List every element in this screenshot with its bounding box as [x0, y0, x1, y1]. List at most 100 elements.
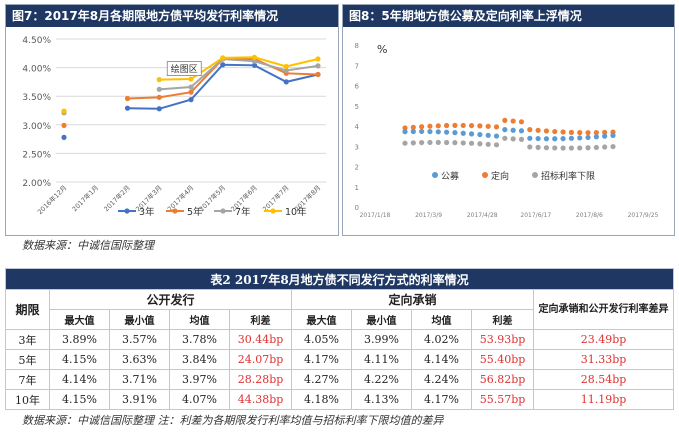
legend-marker [532, 172, 538, 178]
table-row: 3年 3.89% 3.57% 3.78% 30.44bp 4.05% 3.99% 4.02% 5… [5, 329, 675, 350]
value-cell: 44.38bp [229, 389, 292, 410]
scatter-point-directed [477, 123, 483, 129]
scatter-point-public [485, 132, 491, 138]
scatter-point-directed [510, 118, 516, 124]
scatter-point-directed [568, 129, 574, 135]
scatter-point-public [610, 132, 616, 139]
subheader-cell: 均值 [169, 309, 230, 330]
scatter-point-public [560, 136, 566, 142]
scatter-point-directed [577, 130, 583, 136]
scatter-point-floor [577, 145, 583, 151]
x-tick-label: 2017年1月 [70, 183, 100, 213]
value-cell: 4.05% [291, 329, 352, 350]
value-cell: 4.22% [351, 369, 412, 390]
scatter-point-directed [502, 117, 508, 123]
scatter-point-directed [593, 130, 599, 136]
value-cell: 4.14% [49, 369, 110, 390]
data-point [61, 122, 67, 128]
scatter-point-public [410, 128, 416, 135]
right-chart-panel: 图8：5年期地方债公募及定向利率上浮情况 0 1 2 3 4 5 6 7 8% 2017/1/18… [342, 4, 675, 236]
legend-label: 3年 [139, 206, 155, 218]
series-line [127, 63, 319, 110]
scatter-point-floor [535, 144, 541, 150]
chart-tooltip-label: 绘图区 [171, 63, 198, 75]
scatter-point-floor [435, 139, 441, 146]
data-point [251, 54, 258, 60]
legend-label: 定向 [491, 170, 509, 182]
scatter-point-directed [452, 122, 458, 129]
scatter-point-public [527, 135, 533, 141]
scatter-point-public [402, 129, 408, 135]
value-cell: 3.78% [169, 329, 230, 350]
y-tick-label: 4 [355, 123, 360, 131]
value-cell: 4.14% [411, 349, 472, 370]
y-tick-label: 2.50% [22, 150, 51, 160]
value-cell: 4.17% [411, 389, 472, 410]
legend-label: 10年 [285, 206, 307, 218]
scatter-point-floor [419, 139, 425, 146]
legend-marker [124, 208, 130, 214]
chart-tooltip-box [166, 61, 202, 76]
value-cell: 31.33bp [532, 349, 675, 370]
value-cell: 3.84% [169, 349, 230, 370]
scatter-point-directed [444, 122, 450, 129]
scatter-point-public [518, 128, 525, 134]
y-tick-label: 3 [355, 143, 359, 151]
legend-label: 7年 [235, 206, 251, 218]
scatter-point-floor [543, 145, 550, 151]
scatter-point-floor [552, 145, 558, 151]
data-point [251, 58, 258, 64]
scatter-point-public [502, 127, 508, 133]
data-point [251, 62, 258, 68]
data-point [188, 89, 194, 95]
value-cell: 4.27% [291, 369, 352, 390]
value-cell: 3.91% [109, 389, 170, 410]
value-cell: 11.19bp [532, 389, 675, 410]
value-cell: 30.44bp [229, 329, 292, 350]
subheader-cell: 最小值 [351, 309, 412, 330]
scatter-point-directed [518, 119, 525, 125]
value-cell: 53.93bp [471, 329, 534, 350]
scatter-point-public [568, 135, 574, 141]
scatter-point-directed [560, 129, 566, 135]
left-chart-panel: 图7：2017年8月各期限地方债平均发行利率情况 2.00% 2.50% 3.00%… [5, 4, 339, 236]
scatter-point-floor [602, 144, 608, 150]
value-cell: 28.54bp [532, 369, 675, 390]
scatter-point-public [577, 135, 583, 141]
scatter-point-public [452, 130, 458, 136]
source-note-bottom: 数据来源：中诚信国际整理 注：利差为各期限发行利率均值与招标利率下限均值的差异 [22, 414, 444, 427]
y-tick-label: 2 [355, 164, 359, 172]
data-point [61, 134, 67, 140]
table-row: 7年 4.14% 3.71% 3.97% 28.28bp 4.27% 4.22% 4.24% 5… [5, 369, 675, 390]
value-cell: 3.71% [109, 369, 170, 390]
scatter-point-directed [535, 127, 541, 133]
data-point [156, 77, 162, 83]
scatter-point-floor [468, 140, 475, 146]
scatter-point-directed [410, 124, 416, 130]
scatter-point-public [477, 131, 483, 138]
y-tick-label: 3.50% [22, 93, 51, 103]
scatter-point-directed [493, 124, 500, 130]
scatter-point-directed [468, 122, 475, 129]
series-line [159, 57, 319, 91]
left-chart-title: 图7：2017年8月各期限地方债平均发行利率情况 [6, 5, 338, 27]
data-point [315, 63, 321, 69]
data-point [315, 56, 321, 62]
y-tick-label: 3.00% [22, 122, 51, 132]
rate-table: 表2 2017年8月地方债不同发行方式的利率情况 期限 公开发行 定向承销 定向… [4, 268, 675, 410]
data-point [156, 86, 162, 92]
y-tick-label: 4.00% [22, 65, 51, 75]
scatter-point-public [427, 128, 433, 135]
scatter-point-public [468, 131, 475, 137]
data-point [124, 105, 131, 111]
scatter-point-directed [585, 130, 591, 136]
legend-marker [432, 172, 438, 178]
scatter-point-floor [485, 141, 491, 147]
scatter-point-public [535, 135, 541, 142]
header-public: 公开发行 [49, 289, 292, 310]
value-cell: 4.02% [411, 329, 472, 350]
scatter-point-directed [485, 123, 491, 129]
value-cell: 4.15% [49, 389, 110, 410]
legend-marker [220, 208, 226, 214]
value-cell: 4.18% [291, 389, 352, 410]
